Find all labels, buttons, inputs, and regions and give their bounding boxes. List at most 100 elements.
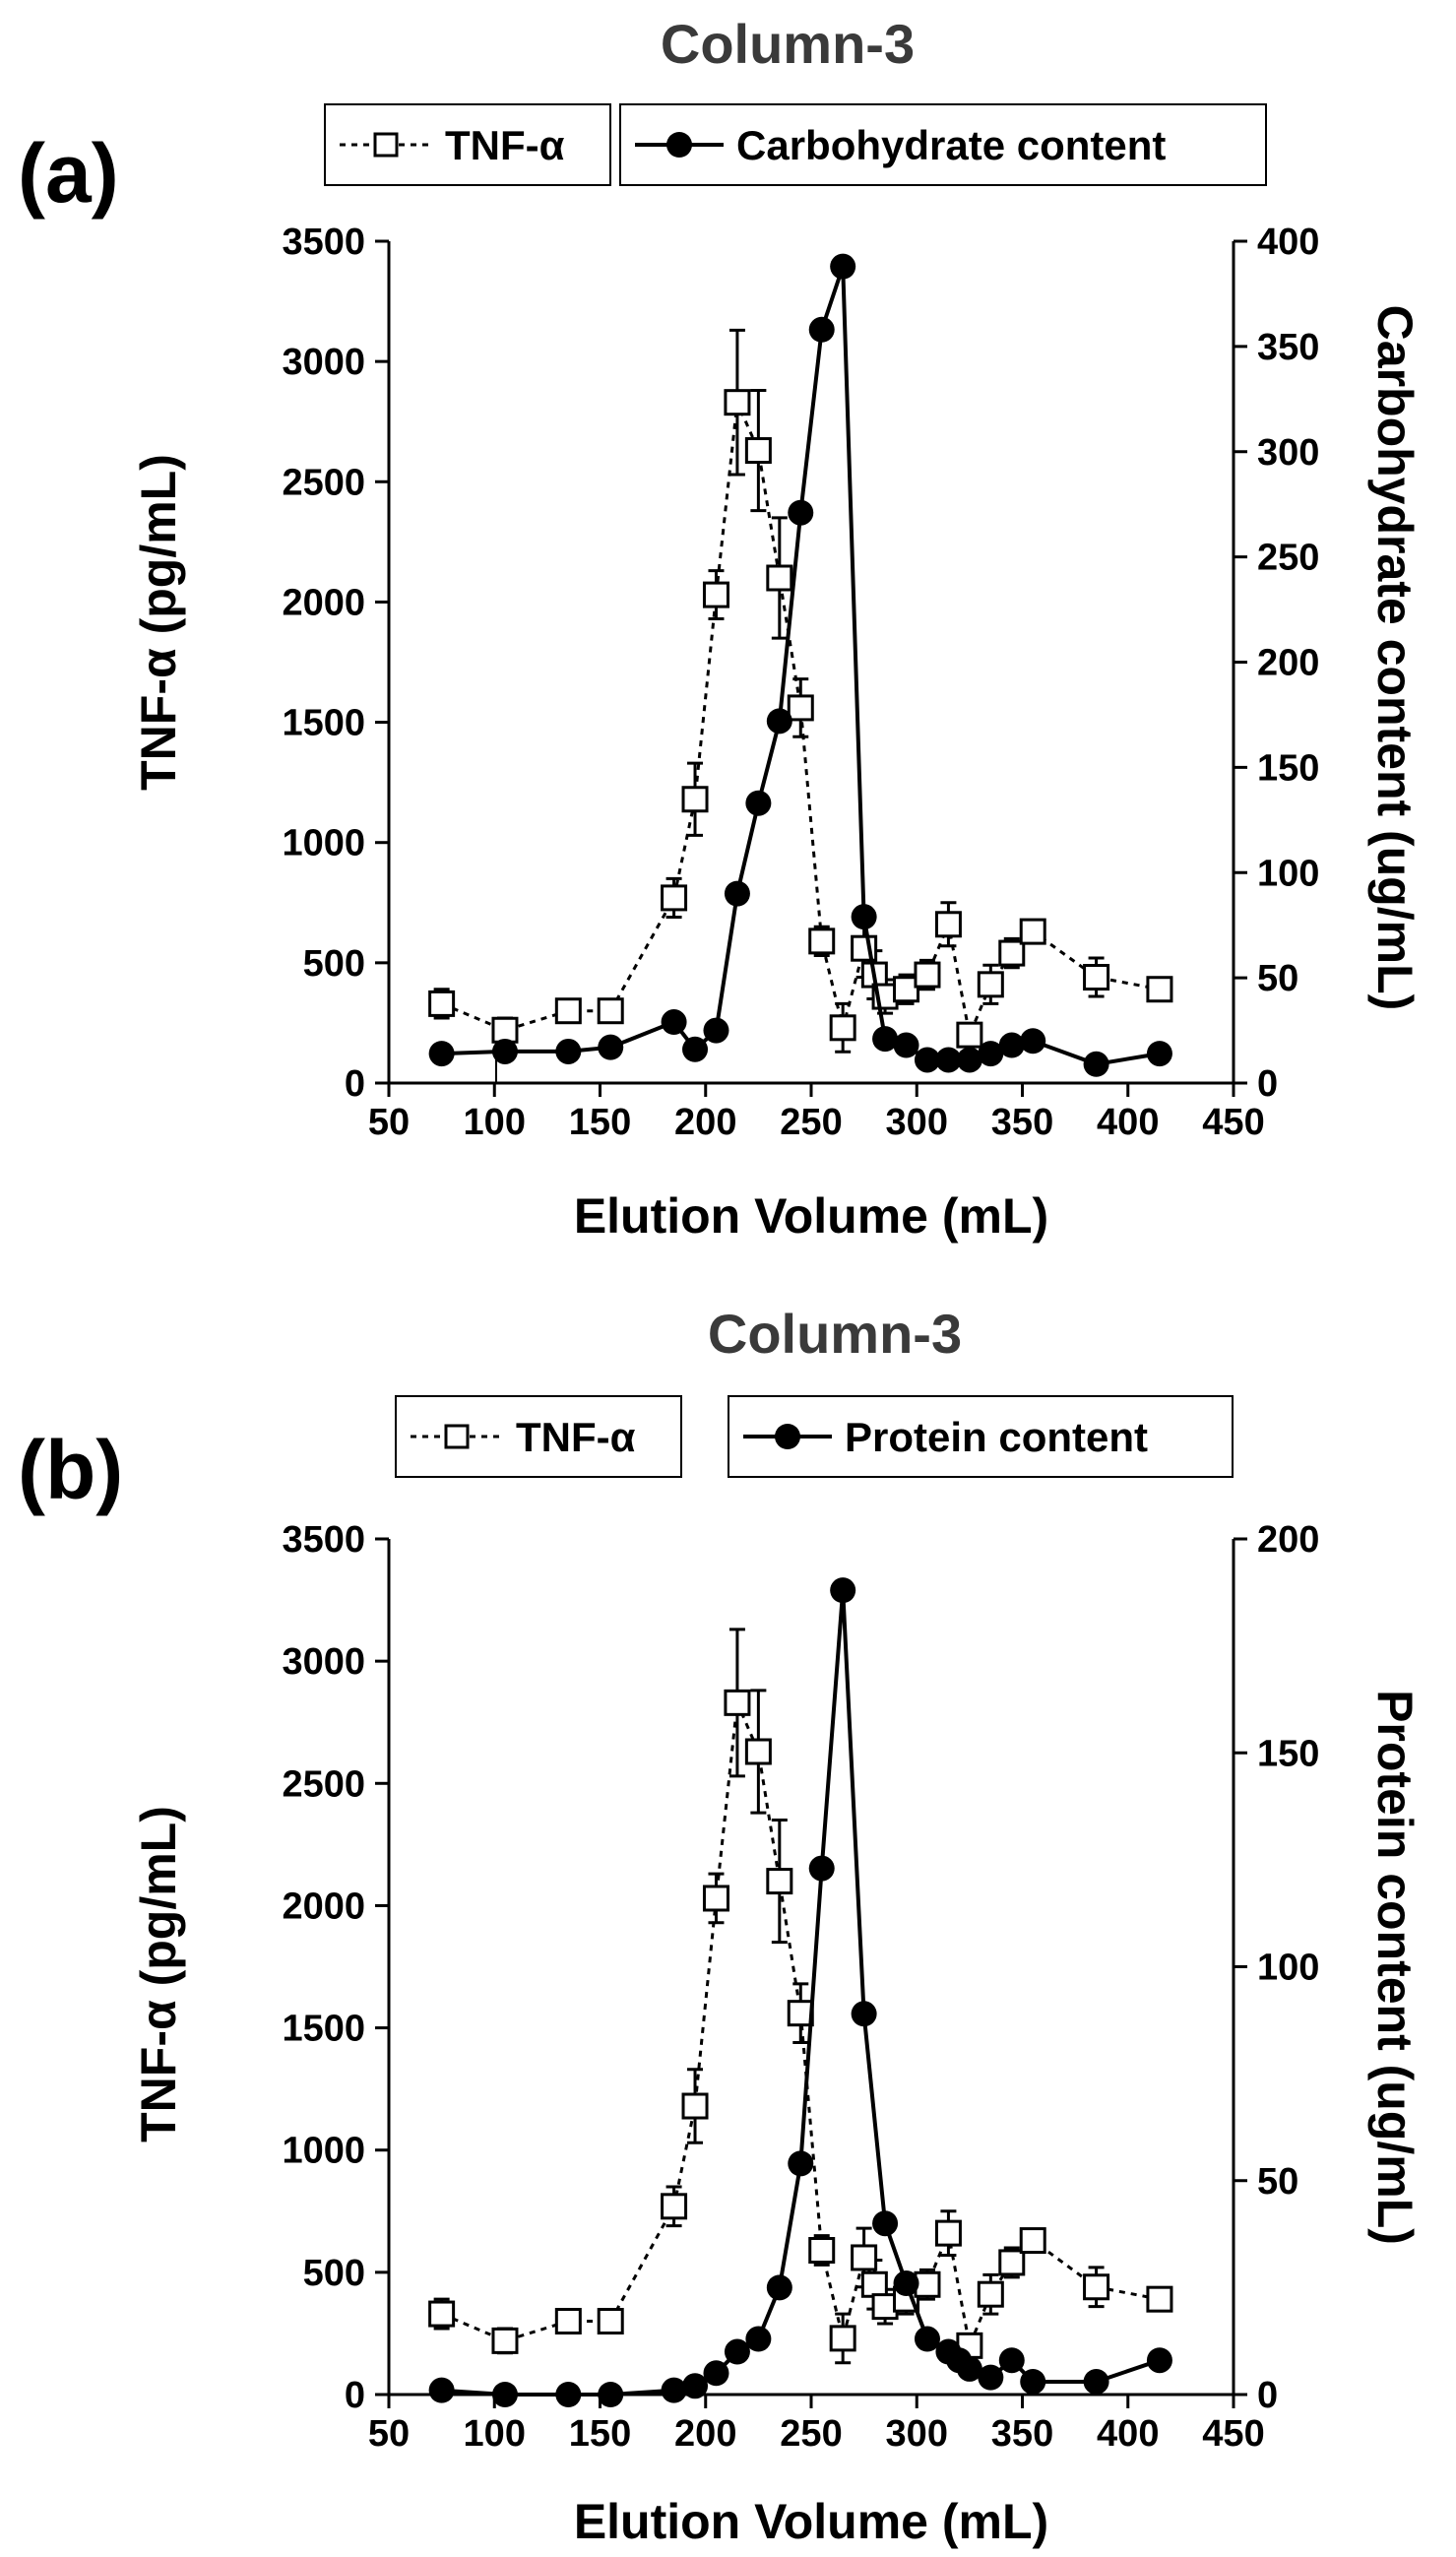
x-tick-label-a-4: 250 (780, 1102, 842, 1143)
y-tick-label-left-a-4: 2000 (282, 582, 365, 623)
point-protein-b-14 (872, 2210, 899, 2237)
y-tick-label-left-a-6: 3000 (282, 342, 365, 383)
legend-carb-marker-a (666, 132, 692, 158)
point-tnf-b-11 (808, 2237, 836, 2265)
point-protein-b-8 (745, 2326, 772, 2352)
point-carb-a-10 (788, 499, 814, 526)
legend-tnf-marker-b (444, 1424, 470, 1449)
y-tick-label-left-a-0: 0 (345, 1063, 365, 1105)
point-tnf-b-20 (977, 2280, 1004, 2308)
x-tick-label-b-4: 250 (780, 2413, 842, 2455)
point-carb-a-22 (1083, 1051, 1109, 1077)
point-tnf-a-19 (956, 1021, 983, 1049)
legend-b: TNF-α Protein content (395, 1395, 1234, 1478)
point-protein-b-19 (956, 2355, 982, 2382)
point-tnf-b-0 (428, 2300, 456, 2328)
x-axis-label-b: Elution Volume (mL) (574, 2494, 1048, 2549)
x-tick-label-a-7: 400 (1097, 1102, 1159, 1143)
ticks-b: 50 100 150 200 250 300 350 400 45005001000150020… (282, 1519, 1319, 2455)
point-carb-a-9 (766, 708, 792, 735)
point-tnf-a-24 (1146, 976, 1173, 1003)
point-tnf-b-2 (554, 2308, 582, 2335)
point-carb-a-7 (724, 880, 750, 907)
marks-b (428, 1577, 1173, 2407)
point-protein-b-3 (598, 2382, 624, 2407)
y-tick-label-right-a-3: 150 (1257, 747, 1319, 789)
x-tick-label-b-6: 350 (991, 2413, 1053, 2455)
marks-a (428, 253, 1173, 1077)
point-tnf-b-14 (860, 2270, 888, 2298)
legend-protein-label-b: Protein content (845, 1414, 1148, 1460)
legend-box-carb-a (619, 103, 1267, 186)
point-tnf-a-2 (554, 997, 582, 1025)
point-carb-a-19 (978, 1041, 1004, 1067)
x-tick-label-a-0: 50 (368, 1102, 410, 1143)
point-carb-a-0 (428, 1041, 455, 1067)
y-tick-label-left-b-4: 2000 (282, 1886, 365, 1927)
x-tick-label-a-8: 450 (1202, 1102, 1264, 1143)
point-tnf-a-3 (597, 997, 624, 1025)
point-tnf-a-4 (661, 884, 688, 912)
legend-tnf-marker-a (373, 132, 399, 158)
point-tnf-a-8 (744, 437, 772, 465)
point-carb-a-23 (1146, 1041, 1172, 1067)
point-carb-a-8 (745, 790, 772, 816)
point-tnf-a-1 (491, 1016, 519, 1044)
y-axis-label-right-a: Carbohydrate content (ug/mL) (1367, 305, 1423, 1011)
point-tnf-b-18 (934, 2219, 962, 2247)
x-tick-label-b-8: 450 (1202, 2413, 1264, 2455)
axes-a (387, 241, 1235, 1085)
point-protein-b-15 (893, 2270, 919, 2297)
y-tick-label-right-a-2: 100 (1257, 853, 1319, 894)
point-protein-b-1 (491, 2382, 518, 2407)
panel-a: Column-3 (a) TNF-α Carbohydrate content … (18, 13, 1423, 1244)
point-carb-a-1 (491, 1038, 518, 1064)
point-protein-b-9 (766, 2274, 792, 2301)
point-tnf-a-23 (1083, 964, 1110, 991)
x-tick-label-a-5: 300 (886, 1102, 948, 1143)
x-tick-label-b-0: 50 (368, 2413, 410, 2455)
y-axis-label-left-a: TNF-α (pg/mL) (131, 454, 186, 791)
x-tick-label-b-1: 100 (464, 2413, 526, 2455)
point-tnf-a-7 (724, 389, 751, 416)
legend-protein-marker-b (775, 1424, 800, 1449)
panel-label-b: (b) (18, 1424, 123, 1516)
legend-box-protein-b (728, 1395, 1234, 1478)
point-tnf-b-6 (702, 1885, 729, 1912)
point-protein-b-6 (703, 2360, 729, 2387)
point-protein-b-4 (661, 2377, 687, 2403)
y-tick-label-left-b-5: 2500 (282, 1763, 365, 1805)
point-tnf-a-5 (681, 786, 709, 813)
point-protein-b-23 (1083, 2368, 1109, 2395)
point-carb-a-17 (935, 1047, 962, 1073)
point-protein-b-22 (1020, 2368, 1046, 2395)
y-tick-label-right-b-3: 150 (1257, 1733, 1319, 1774)
point-tnf-a-12 (829, 1014, 856, 1042)
y-tick-label-left-a-2: 1000 (282, 823, 365, 864)
point-protein-b-21 (998, 2347, 1025, 2374)
point-tnf-a-18 (934, 911, 962, 938)
point-protein-b-5 (682, 2373, 709, 2399)
y-tick-label-right-b-0: 0 (1257, 2375, 1278, 2416)
point-tnf-a-10 (787, 694, 814, 722)
point-tnf-b-13 (851, 2244, 878, 2271)
point-tnf-b-9 (766, 1868, 793, 1895)
y-tick-label-left-b-1: 500 (303, 2253, 365, 2294)
point-tnf-b-21 (998, 2249, 1026, 2276)
point-tnf-a-17 (914, 961, 941, 989)
point-tnf-b-5 (681, 2092, 709, 2120)
legend-tnf-label-a: TNF-α (445, 122, 565, 168)
x-tick-label-b-7: 400 (1097, 2413, 1159, 2455)
point-tnf-b-1 (491, 2327, 519, 2354)
point-tnf-a-20 (977, 971, 1004, 998)
y-tick-label-right-a-5: 250 (1257, 538, 1319, 579)
x-tick-label-a-2: 150 (569, 1102, 631, 1143)
point-carb-a-16 (914, 1047, 940, 1073)
legend-box-tnf-b (395, 1395, 682, 1478)
y-tick-label-left-b-7: 3500 (282, 1519, 365, 1561)
panel-label-a: (a) (18, 127, 119, 220)
point-protein-b-7 (724, 2338, 750, 2365)
point-tnf-b-8 (744, 1738, 772, 1765)
x-tick-label-b-5: 300 (886, 2413, 948, 2455)
